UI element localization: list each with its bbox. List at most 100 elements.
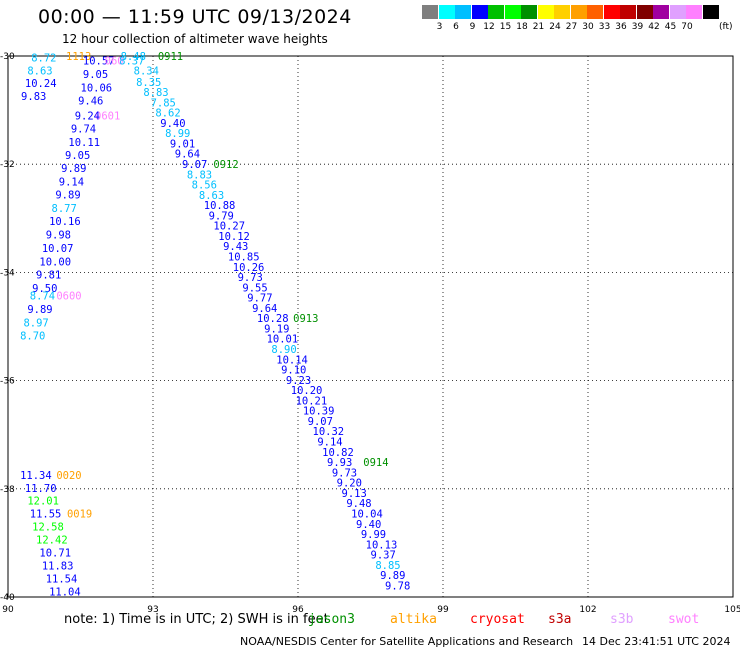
wave-height-label: 0601 xyxy=(95,110,120,122)
wave-height-label: 10.11 xyxy=(68,137,100,149)
wave-height-label: 9.07 xyxy=(182,159,207,171)
satellite-legend-item: altika xyxy=(390,612,437,627)
wave-height-label: 11.34 xyxy=(20,470,52,482)
wave-height-label: 8.63 xyxy=(199,190,224,202)
wave-height-label: 10.24 xyxy=(25,78,57,90)
wave-height-label: 8.74 xyxy=(30,290,55,302)
satellite-legend-item: s3a xyxy=(548,612,572,627)
wave-height-label: 9.48 xyxy=(346,498,371,510)
x-tick-label: 96 xyxy=(292,605,304,615)
wave-height-label: 9.50 xyxy=(32,283,57,295)
x-tick-label: 90 xyxy=(2,605,14,615)
wave-height-labels: 8.728.6310.249.83111310.579.0510.069.460… xyxy=(20,51,410,599)
wave-height-label: 0912 xyxy=(213,159,238,171)
wave-height-label: 9.23 xyxy=(286,375,311,387)
wave-height-label: 9.37 xyxy=(371,550,396,562)
colorbar-tick-label: 21 xyxy=(532,22,545,32)
colorbar-swatch xyxy=(653,5,669,19)
wave-height-label: 8.70 xyxy=(20,330,45,342)
colorbar-tick-label: 27 xyxy=(565,22,578,32)
wave-height-label: 9.74 xyxy=(71,123,96,135)
colorbar-tick-label: 33 xyxy=(598,22,611,32)
wave-height-label: 8.83 xyxy=(143,87,168,99)
wave-height-label: 9.40 xyxy=(356,519,381,531)
y-tick-label: -36 xyxy=(0,377,15,387)
satellite-legend: jason3 altika cryosat s3a s3b swot xyxy=(0,612,740,630)
colorbar-swatch xyxy=(438,5,455,19)
colorbar-swatch xyxy=(570,5,587,19)
wave-height-label: 10.85 xyxy=(228,251,260,263)
satellite-legend-item: cryosat xyxy=(470,612,525,627)
wave-height-label: 7.85 xyxy=(151,97,176,109)
wave-height-label: 10.14 xyxy=(276,354,308,366)
wave-height-label: 10.39 xyxy=(303,406,335,418)
wave-height-label: 8.34 xyxy=(134,65,159,77)
colorbar-tick-label: 70 xyxy=(681,22,693,32)
colorbar-tick-label: 30 xyxy=(582,22,594,32)
wave-height-label: 11.54 xyxy=(46,573,78,585)
wave-height-label: 9.07 xyxy=(308,416,333,428)
wave-height-label: 8.85 xyxy=(375,560,400,572)
y-tick-label: -34 xyxy=(0,268,15,278)
wave-height-label: 8.37 xyxy=(119,56,144,68)
wave-height-label: 9.46 xyxy=(78,96,103,108)
wave-height-label: 9.83 xyxy=(21,91,46,103)
wave-height-label: 8.62 xyxy=(155,108,180,120)
colorbar-tick-label: 36 xyxy=(615,22,627,32)
colorbar-tick-label: 3 xyxy=(436,22,443,32)
wave-height-label: 9.89 xyxy=(61,163,86,175)
wave-height-label: 9.99 xyxy=(361,529,386,541)
wave-height-label: 9.20 xyxy=(337,478,362,490)
wave-height-label: 9.01 xyxy=(170,138,195,150)
wave-height-label: 8.90 xyxy=(271,344,296,356)
wave-height-label: 10.88 xyxy=(204,200,236,212)
colorbar-units: (ft) xyxy=(719,22,733,32)
wave-height-label: 0911 xyxy=(158,51,183,63)
wave-height-label: 9.05 xyxy=(83,69,108,81)
x-tick-label: 93 xyxy=(147,605,158,615)
wave-height-label: 8.77 xyxy=(52,203,77,215)
wave-height-label: 9.73 xyxy=(238,272,263,284)
wave-height-label: 10.71 xyxy=(39,547,71,559)
wave-height-label: 060 xyxy=(105,56,124,68)
footnote: note: 1) Time is in UTC; 2) SWH is in fe… xyxy=(64,612,329,627)
colorbar-swatch xyxy=(471,5,488,19)
wave-height-label: 1113 xyxy=(66,51,91,63)
wave-height-label: 9.40 xyxy=(160,118,185,130)
wave-height-label: 9.10 xyxy=(281,365,306,377)
wave-height-label: 10.32 xyxy=(313,426,345,438)
colorbar-swatch xyxy=(488,5,504,19)
wave-height-label: 9.79 xyxy=(209,210,234,222)
wave-height-label: 8.97 xyxy=(23,318,48,330)
colorbar-swatch xyxy=(455,5,471,19)
colorbar-swatch xyxy=(636,5,653,19)
wave-height-label: 9.24 xyxy=(75,110,100,122)
wave-height-label: 9.77 xyxy=(247,293,272,305)
wave-height-label: 9.19 xyxy=(264,323,289,335)
wave-height-label: 8.56 xyxy=(192,180,217,192)
colorbar-swatch xyxy=(603,5,620,19)
colorbar-tick-label: 6 xyxy=(453,22,459,32)
y-tick-label: -40 xyxy=(0,593,15,603)
colorbar-swatch xyxy=(686,5,702,19)
wave-height-label: 10.27 xyxy=(213,221,245,233)
wave-height-label: 9.13 xyxy=(342,488,367,500)
wave-height-label: 10.00 xyxy=(39,256,71,268)
wave-height-label: 10.21 xyxy=(296,395,328,407)
colorbar-tick-label: 39 xyxy=(631,22,644,32)
wave-height-label: 9.89 xyxy=(55,189,80,201)
page-title: 00:00 — 11:59 UTC 09/13/2024 xyxy=(38,6,352,28)
colorbar-swatch xyxy=(669,5,686,19)
wave-height-label: 8.83 xyxy=(187,169,212,181)
wave-height-label: 9.89 xyxy=(380,570,405,582)
wave-height-label: 9.43 xyxy=(223,241,248,253)
wave-height-label: 9.64 xyxy=(175,149,200,161)
satellite-legend-item: jason3 xyxy=(308,612,355,627)
wave-height-label: 0020 xyxy=(56,470,81,482)
wave-height-label: 10.16 xyxy=(49,216,81,228)
colorbar-swatch xyxy=(537,5,554,19)
colorbar-swatch xyxy=(422,5,438,19)
wave-height-label: 12.42 xyxy=(36,534,68,546)
wave-height-label: 10.28 xyxy=(257,313,289,325)
wave-height-label: 0913 xyxy=(293,313,318,325)
